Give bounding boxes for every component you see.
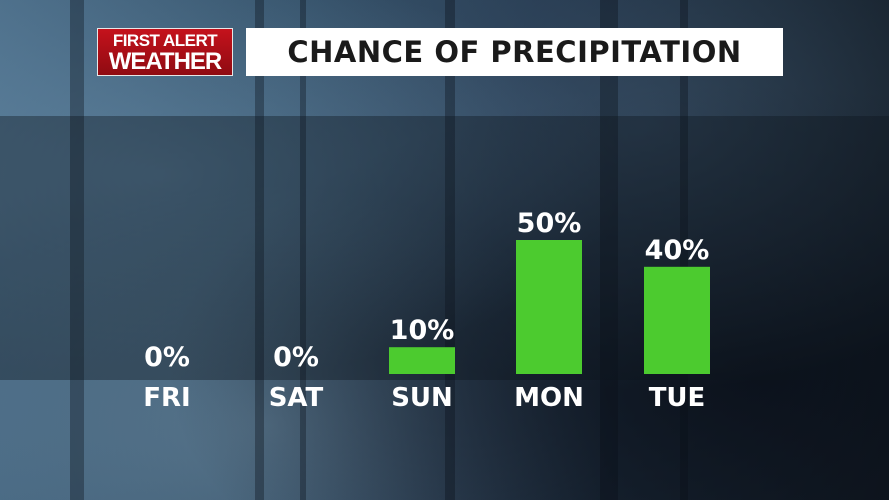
value-label-sat: 0% <box>273 342 319 373</box>
day-label-sun: SUN <box>391 383 453 413</box>
day-label-sat: SAT <box>269 383 324 413</box>
day-label-fri: FRI <box>143 383 190 413</box>
bar-mon <box>516 240 582 374</box>
title-box: CHANCE OF PRECIPITATION <box>246 28 783 76</box>
bar-tue <box>644 266 710 374</box>
background-streak <box>680 0 688 500</box>
first-alert-weather-logo: FIRST ALERT WEATHER <box>97 28 233 76</box>
chart-band <box>0 116 889 380</box>
day-label-mon: MON <box>514 383 584 413</box>
background-streak <box>70 0 84 500</box>
background-streak <box>445 0 455 500</box>
value-label-fri: 0% <box>144 342 190 373</box>
bar-sun <box>389 347 455 374</box>
logo-line-1: FIRST ALERT <box>112 31 218 50</box>
value-label-tue: 40% <box>645 235 710 266</box>
day-label-tue: TUE <box>649 383 706 413</box>
logo-line-2: WEATHER <box>108 48 223 75</box>
chart-title: CHANCE OF PRECIPITATION <box>287 35 742 69</box>
background-streak <box>255 0 264 500</box>
background-streak <box>300 0 306 500</box>
value-label-sun: 10% <box>390 315 455 346</box>
background-streak <box>600 0 618 500</box>
value-label-mon: 50% <box>517 208 582 239</box>
